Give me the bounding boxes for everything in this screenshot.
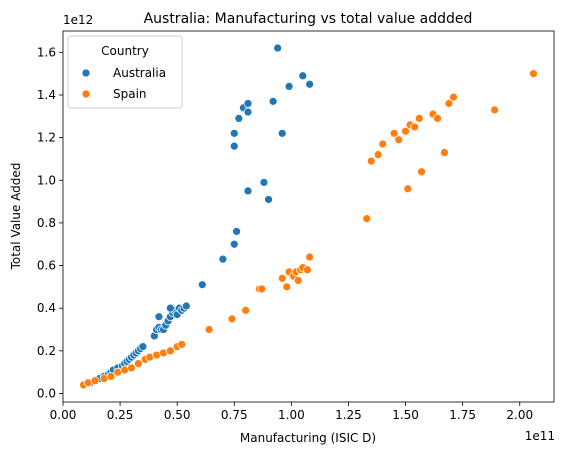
y-tick-label: 0.0 <box>37 386 56 400</box>
data-point-spain <box>444 99 454 108</box>
data-point-spain <box>127 363 136 373</box>
data-point-spain <box>106 372 116 381</box>
x-tick-label: 0.75 <box>221 408 248 422</box>
y-axis-ticks: 0.0 0.2 0.4 0.6 0.8 1.0 1.2 1.4 1.6 <box>37 45 63 400</box>
data-point-spain <box>366 156 376 166</box>
y-tick-label: 0.8 <box>37 216 56 230</box>
data-point-australia <box>154 312 164 322</box>
data-point-spain <box>165 346 175 356</box>
data-point-australia <box>229 141 239 151</box>
data-point-spain <box>305 252 315 262</box>
y-tick-label: 1.2 <box>37 131 56 145</box>
y-axis-label: Total Value Added <box>9 163 23 271</box>
data-point-spain <box>177 340 187 349</box>
data-point-spain <box>227 314 237 324</box>
x-tick-label: 2.00 <box>506 408 533 422</box>
x-tick-label: 0.25 <box>107 408 134 422</box>
legend: Country Australia Spain <box>67 35 183 109</box>
data-point-spain <box>389 128 399 138</box>
data-point-spain <box>414 114 424 123</box>
data-point-australia <box>243 186 253 196</box>
data-point-spain <box>282 282 292 292</box>
data-point-spain <box>277 273 287 283</box>
data-point-spain <box>401 126 410 136</box>
y-tick-label: 1.6 <box>37 45 56 59</box>
data-point-australia <box>138 342 148 351</box>
data-point-australia <box>165 303 175 313</box>
data-point-australia <box>229 239 239 249</box>
legend-label-spain: Spain <box>113 87 147 101</box>
data-point-australia <box>264 195 273 204</box>
y-tick-label: 0.6 <box>37 259 56 273</box>
data-point-spain <box>362 214 372 224</box>
data-point-australia <box>229 128 239 138</box>
x-tick-label: 0.50 <box>164 408 191 422</box>
plot-border <box>62 30 555 403</box>
data-point-spain <box>417 167 426 177</box>
x-tick-label: 0.00 <box>50 408 77 422</box>
data-point-spain <box>490 105 499 115</box>
data-point-spain <box>440 148 449 157</box>
legend-marker-spain <box>81 89 91 99</box>
x-tick-label: 1.75 <box>449 408 476 422</box>
data-point-australia <box>181 301 191 311</box>
data-point-australia <box>243 107 253 117</box>
y-tick-label: 0.4 <box>37 301 56 315</box>
data-point-spain <box>133 359 143 368</box>
points-layer <box>79 43 538 390</box>
legend-marker-australia <box>81 68 91 78</box>
data-point-spain <box>403 184 413 194</box>
data-point-spain <box>529 69 538 79</box>
data-point-spain <box>302 265 312 275</box>
y-tick-label: 0.2 <box>37 344 56 358</box>
y-tick-label: 1.0 <box>37 173 56 187</box>
data-point-spain <box>204 325 214 334</box>
y-axis-offset-label: 1e12 <box>63 13 93 27</box>
data-point-australia <box>284 82 294 91</box>
x-axis-offset-label: 1e11 <box>525 429 555 443</box>
data-point-spain <box>90 376 100 386</box>
data-point-australia <box>305 79 315 89</box>
legend-title: Country <box>101 44 149 58</box>
data-point-spain <box>378 139 388 149</box>
chart-title: Australia: Manufacturing vs total value … <box>144 11 473 27</box>
y-tick-label: 1.4 <box>37 88 56 102</box>
data-point-australia <box>234 114 244 123</box>
data-point-spain <box>449 92 458 102</box>
data-point-australia <box>259 178 269 187</box>
data-point-australia <box>277 128 287 138</box>
data-point-australia <box>197 280 207 290</box>
data-point-spain <box>257 284 267 294</box>
data-point-spain <box>433 114 442 123</box>
data-point-spain <box>410 122 420 132</box>
data-point-australia <box>273 43 283 53</box>
x-tick-label: 1.25 <box>335 408 362 422</box>
x-tick-label: 1.50 <box>392 408 419 422</box>
data-point-australia <box>232 227 241 236</box>
data-point-australia <box>218 254 228 264</box>
legend-label-australia: Australia <box>113 66 166 80</box>
x-axis-ticks: 0.00 0.25 0.50 0.75 1.00 1.25 1.50 1.75 2.00 <box>50 402 533 422</box>
data-point-spain <box>241 305 251 315</box>
data-point-spain <box>394 135 404 145</box>
plot-area <box>62 30 555 403</box>
legend-box <box>67 35 183 109</box>
x-axis-label: Manufacturing (ISIC D) <box>240 431 376 445</box>
data-point-australia <box>298 71 308 81</box>
x-tick-label: 1.00 <box>278 408 305 422</box>
data-point-spain <box>373 150 383 160</box>
data-point-australia <box>268 96 278 106</box>
data-point-spain <box>293 276 303 285</box>
data-point-australia <box>243 99 253 108</box>
